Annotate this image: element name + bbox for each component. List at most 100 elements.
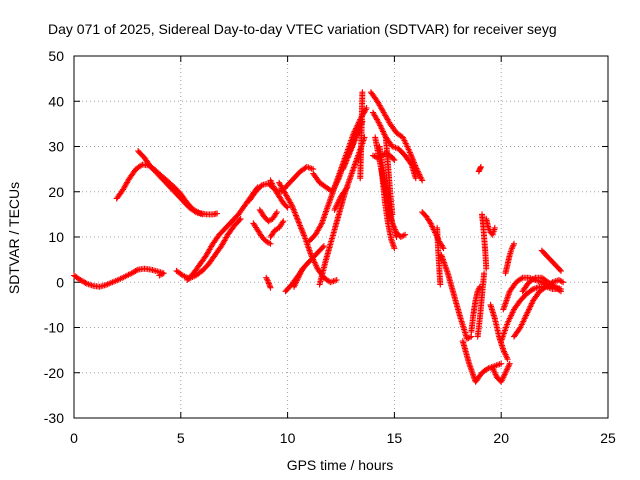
data-point (511, 240, 517, 247)
data-point (406, 149, 413, 156)
data-point (299, 265, 306, 272)
data-point (437, 281, 444, 288)
data-point (320, 243, 327, 250)
data-point (391, 245, 398, 252)
series-arc-8 (256, 206, 280, 225)
series-arc-10 (267, 218, 287, 240)
data-point (354, 130, 361, 137)
data-point (299, 229, 306, 236)
series-arc-29 (434, 224, 444, 288)
x-tick-label: 10 (280, 430, 296, 446)
data-point (291, 208, 298, 215)
data-point (440, 245, 447, 252)
data-point (297, 222, 303, 229)
data-point (344, 154, 351, 161)
y-tick-label: 0 (56, 274, 64, 290)
data-point (466, 334, 473, 341)
data-point (133, 267, 140, 274)
data-point (484, 366, 491, 373)
series-arc-31 (459, 338, 505, 385)
data-point (267, 284, 274, 291)
y-tick-label: 30 (48, 139, 64, 155)
data-point (481, 270, 488, 277)
series-arc-16 (310, 125, 362, 195)
data-point (340, 166, 347, 173)
data-marks (71, 89, 567, 385)
data-point (333, 277, 340, 283)
data-point (283, 203, 290, 210)
data-point (298, 226, 305, 233)
x-tick-label: 25 (600, 430, 616, 446)
y-tick-label: -10 (44, 320, 64, 336)
data-point (389, 211, 396, 218)
y-tick-label: -20 (44, 365, 64, 381)
data-point (476, 283, 483, 290)
data-point (348, 144, 355, 151)
data-point (558, 278, 565, 285)
data-point (341, 161, 348, 168)
series-arc-30 (438, 252, 475, 342)
data-point (343, 185, 350, 192)
series-arc-28 (419, 209, 447, 252)
y-tick-label: 20 (48, 184, 64, 200)
grid-layer (74, 56, 608, 418)
data-point (156, 272, 163, 279)
data-point (560, 279, 567, 286)
plot-border (73, 55, 609, 419)
series-arc-38 (489, 360, 513, 385)
data-point (290, 205, 296, 212)
data-point (298, 225, 305, 232)
data-point (344, 184, 351, 191)
data-point (498, 360, 505, 367)
data-point (294, 215, 301, 222)
y-tick-label: -30 (44, 410, 64, 426)
x-tick-label: 0 (70, 430, 78, 446)
data-point (504, 356, 511, 363)
data-point (359, 89, 366, 96)
data-point (390, 155, 397, 162)
x-axis-label: GPS time / hours (287, 457, 394, 473)
data-point (529, 286, 535, 293)
data-point (408, 153, 415, 160)
data-point (419, 177, 426, 184)
data-point (132, 268, 139, 274)
series-arc-1 (71, 265, 167, 290)
series-arc-41 (502, 240, 517, 277)
series-arc-2 (113, 161, 221, 218)
data-point (237, 215, 244, 222)
y-axis-label: SDTVAR / TECUs (6, 182, 22, 294)
x-tick-label: 20 (493, 430, 509, 446)
data-point (301, 232, 308, 239)
data-point (267, 240, 274, 247)
data-point (347, 148, 354, 155)
data-point (558, 288, 564, 295)
data-point (400, 232, 407, 239)
data-point (407, 150, 414, 157)
tick-layer: 0 5 10 15 20 25 -30 -20 -10 0 10 20 30 40 50 (44, 48, 616, 446)
data-point (82, 279, 89, 286)
series-arc-7 (250, 220, 274, 247)
data-point (279, 219, 286, 226)
series-arc-33 (474, 270, 488, 340)
data-point (491, 224, 498, 231)
data-point (402, 231, 409, 238)
series-arc-27 (382, 134, 396, 218)
data-point (266, 240, 273, 246)
chart-title: Day 071 of 2025, Sidereal Day-to-day VTE… (48, 21, 557, 37)
series-arc-9 (263, 274, 274, 291)
series-arc-36 (483, 215, 498, 238)
series-arc-12 (276, 179, 340, 286)
data-point (273, 209, 280, 216)
data-point (347, 147, 354, 154)
data-point (412, 175, 419, 182)
data-point (266, 282, 273, 288)
data-point (292, 212, 299, 219)
series-arc-18 (331, 184, 351, 213)
series-arc-26 (378, 166, 398, 252)
data-point (531, 275, 538, 282)
y-tick-label: 10 (48, 229, 64, 245)
data-point (236, 217, 243, 223)
data-point (483, 265, 490, 272)
